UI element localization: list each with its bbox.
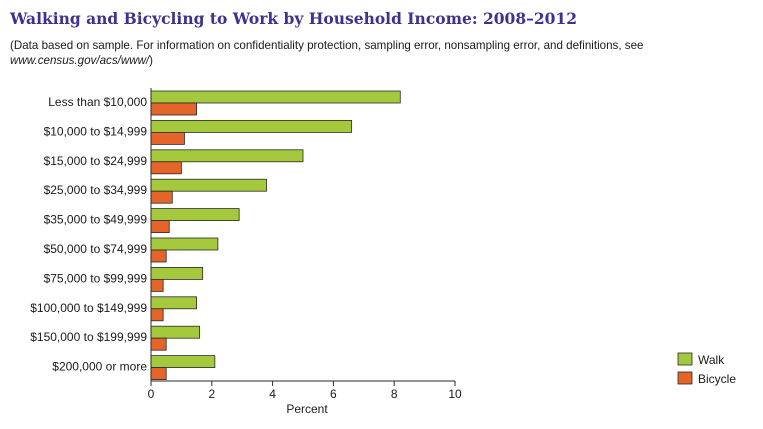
category-label: $75,000 to $99,999 <box>44 271 148 285</box>
bicycle-bar <box>150 161 182 175</box>
walk-bar <box>150 355 216 369</box>
category-label: $25,000 to $34,999 <box>44 183 148 197</box>
x-tick-label: 0 <box>148 387 155 401</box>
note-suffix: ) <box>149 54 154 67</box>
walk-bar <box>150 149 304 163</box>
category-labels: Less than $10,000 $10,000 to $14,999 $15,0… <box>30 95 147 374</box>
chart-title: Walking and Bicycling to Work by Househo… <box>10 9 578 28</box>
walk-bar <box>150 120 353 133</box>
legend: Walk Bicycle <box>677 352 736 386</box>
walk-bar <box>150 325 201 339</box>
x-axis-label: Percent <box>286 402 328 416</box>
legend-walk-label: Walk <box>698 353 725 367</box>
category-label: $100,000 to $149,999 <box>30 301 147 315</box>
category-label: $10,000 to $14,999 <box>44 124 148 138</box>
legend-walk-swatch <box>677 352 693 366</box>
category-label: $200,000 or more <box>52 360 147 374</box>
legend-bicycle-swatch <box>677 371 693 385</box>
legend-bicycle-label: Bicycle <box>698 372 736 386</box>
bicycle-bar <box>150 102 197 116</box>
bars-layer <box>150 90 401 381</box>
x-tick-label: 10 <box>448 387 462 401</box>
bicycle-bar <box>150 249 167 263</box>
bicycle-bar <box>150 190 173 204</box>
note-url: www.census.gov/acs/www/ <box>10 54 150 67</box>
walk-bar <box>150 296 197 310</box>
walk-bar <box>150 237 219 251</box>
bicycle-bar <box>150 308 164 322</box>
x-tick-label: 4 <box>269 387 276 401</box>
x-tick-label: 2 <box>208 387 215 401</box>
note-prefix: (Data based on sample. For information o… <box>10 39 644 52</box>
bicycle-bar <box>150 367 167 381</box>
walk-bar <box>150 90 401 104</box>
category-label: $15,000 to $24,999 <box>44 154 148 168</box>
bicycle-bar <box>150 131 185 145</box>
x-tick-label: 8 <box>391 387 398 401</box>
bicycle-bar <box>150 337 167 351</box>
walk-bar <box>150 208 240 222</box>
category-label: $50,000 to $74,999 <box>44 242 148 256</box>
bicycle-bar <box>150 278 164 292</box>
x-axis: 0 2 4 6 8 10 Percent <box>148 88 462 416</box>
chart-note: (Data based on sample. For information o… <box>10 38 755 68</box>
walk-bar <box>150 178 267 192</box>
category-label: $35,000 to $49,999 <box>44 213 148 227</box>
bicycle-bar <box>150 220 170 234</box>
x-tick-label: 6 <box>330 387 337 401</box>
category-label: $150,000 to $199,999 <box>30 330 147 344</box>
walk-bar <box>150 266 204 280</box>
category-label: Less than $10,000 <box>48 95 147 109</box>
